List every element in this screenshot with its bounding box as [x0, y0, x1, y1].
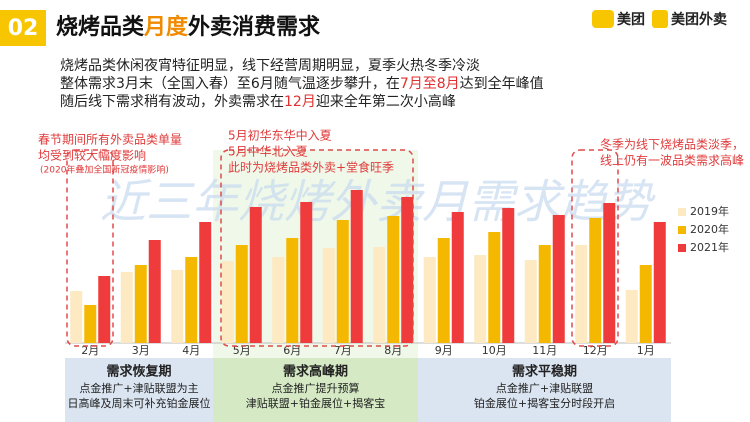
highlight-box: [220, 149, 414, 347]
intro-line: 整体需求3月末（全国入春）至6月随气温逐步攀升，在7月至8月达到全年峰值: [60, 75, 544, 92]
annotation: 此时为烧烤品类外卖+堂食旺季: [228, 160, 394, 175]
bar: [249, 207, 262, 343]
x-tick-label: 5月: [233, 344, 251, 357]
bar: [639, 265, 652, 343]
logo-mark: [652, 10, 668, 28]
text-segment: 随后线下需求稍有波动，外卖需求在: [60, 94, 284, 110]
bar: [98, 276, 111, 343]
x-tick-label: 10月: [482, 344, 507, 357]
legend-label: 2020年: [690, 222, 729, 236]
bar: [171, 270, 184, 343]
x-tick-label: 7月: [334, 344, 352, 357]
bar: [300, 202, 313, 343]
bar: [575, 245, 588, 343]
bar: [589, 218, 602, 343]
x-tick-label: 1月: [637, 344, 655, 357]
legend-label: 2019年: [690, 204, 729, 218]
logo: 美团: [617, 11, 645, 28]
bar: [603, 203, 616, 343]
logo-mark: [592, 10, 614, 28]
period-line: 点金推广+津贴联盟为主: [79, 381, 198, 395]
annotation: 5月中华北入夏: [228, 144, 308, 159]
period-line: 点金推广提升预算: [272, 381, 360, 395]
bar: [148, 240, 161, 343]
bar: [272, 257, 285, 343]
x-tick-label: 4月: [182, 344, 200, 357]
intro-line: 随后线下需求稍有波动，外卖需求在12月迎来全年第二次小高峰: [60, 93, 456, 110]
bar: [235, 245, 248, 343]
bar: [84, 305, 97, 343]
number-badge: [0, 10, 46, 46]
bar: [221, 261, 234, 343]
text-segment: 达到全年峰值: [460, 75, 544, 92]
period-panel: [418, 358, 671, 422]
annotation: 均受到较大幅度影响: [38, 148, 146, 163]
text-segment: 外卖消费需求: [188, 14, 320, 40]
bar: [401, 197, 414, 343]
text-segment: 烧烤品类: [56, 14, 145, 40]
annotation: 冬季为线下烧烤品类淡季，: [600, 137, 744, 152]
legend-swatch: [678, 208, 686, 216]
text-segment: 整体需求3月末（全国入春）至6月随气温逐步攀升，在: [60, 75, 400, 92]
bar: [373, 247, 386, 343]
period-line: 铂金展位+揭客宝分时段开启: [474, 396, 615, 410]
title-text: 烧烤品类月度外卖消费需求: [56, 14, 320, 40]
bar: [524, 260, 537, 343]
bar: [185, 257, 198, 343]
x-tick-label: 3月: [132, 344, 150, 357]
annotation: 线上仍有一波品类需求高峰: [600, 153, 744, 168]
period-line: 津贴联盟+铂金展位+揭客宝: [246, 396, 385, 410]
period-panel: [213, 358, 418, 422]
intro-line: 烧烤品类休闲夜宵特征明显，线下经营周期明显，夏季火热冬季冷淡: [60, 57, 480, 74]
logo: 美团外卖: [671, 11, 727, 28]
period-name: 需求高峰期: [283, 364, 348, 380]
text-segment: 迎来全年第二次小高峰: [316, 93, 456, 110]
bar: [120, 272, 133, 343]
bar: [387, 216, 400, 343]
text-segment: 7月至8月: [400, 76, 460, 92]
bar: [653, 222, 666, 343]
bar: [625, 290, 638, 343]
bar: [199, 222, 212, 343]
period-name: 需求平稳期: [512, 364, 577, 380]
period-panel: [65, 358, 213, 422]
legend-swatch: [678, 244, 686, 252]
bar: [437, 238, 450, 343]
x-tick-label: 11月: [532, 344, 557, 357]
bar: [423, 257, 436, 343]
x-tick-label: 8月: [384, 344, 402, 357]
period-name: 需求恢复期: [106, 364, 171, 380]
bar: [538, 245, 551, 343]
bar: [350, 190, 363, 343]
period-line: 日高峰及周末可补充铂金展位: [68, 396, 211, 410]
period-line: 点金推广+津贴联盟: [496, 381, 593, 395]
bar: [474, 255, 487, 343]
bar: [134, 265, 147, 343]
title: 烧烤品类月度外卖消费需求: [56, 14, 320, 40]
bar: [286, 238, 299, 343]
section-number: 02: [8, 16, 39, 41]
bar: [451, 212, 464, 343]
bar: [336, 220, 349, 343]
annotation-note: (2020年叠加全国新冠疫情影响): [40, 164, 169, 176]
bar: [488, 232, 501, 343]
annotation: 春节期间所有外卖品类单量: [38, 133, 182, 147]
x-tick-label: 6月: [283, 344, 301, 357]
annotation: 5月初华东华中入夏: [228, 128, 332, 143]
bar: [70, 291, 83, 343]
x-tick-label: 12月: [583, 344, 608, 357]
text-segment: 12月: [284, 94, 316, 110]
legend-label: 2021年: [690, 240, 729, 254]
text-segment: 烧烤品类休闲夜宵特征明显，线下经营周期明显，夏季火热冬季冷淡: [60, 57, 480, 74]
legend-swatch: [678, 226, 686, 234]
bar: [502, 208, 515, 343]
x-tick-label: 9月: [435, 344, 453, 357]
text-segment: 月度: [143, 14, 189, 40]
x-tick-label: 2月: [81, 344, 99, 357]
intro: 烧烤品类休闲夜宵特征明显，线下经营周期明显，夏季火热冬季冷淡整体需求3月末（全国…: [60, 57, 544, 110]
bar: [552, 215, 565, 343]
bar: [322, 248, 335, 343]
